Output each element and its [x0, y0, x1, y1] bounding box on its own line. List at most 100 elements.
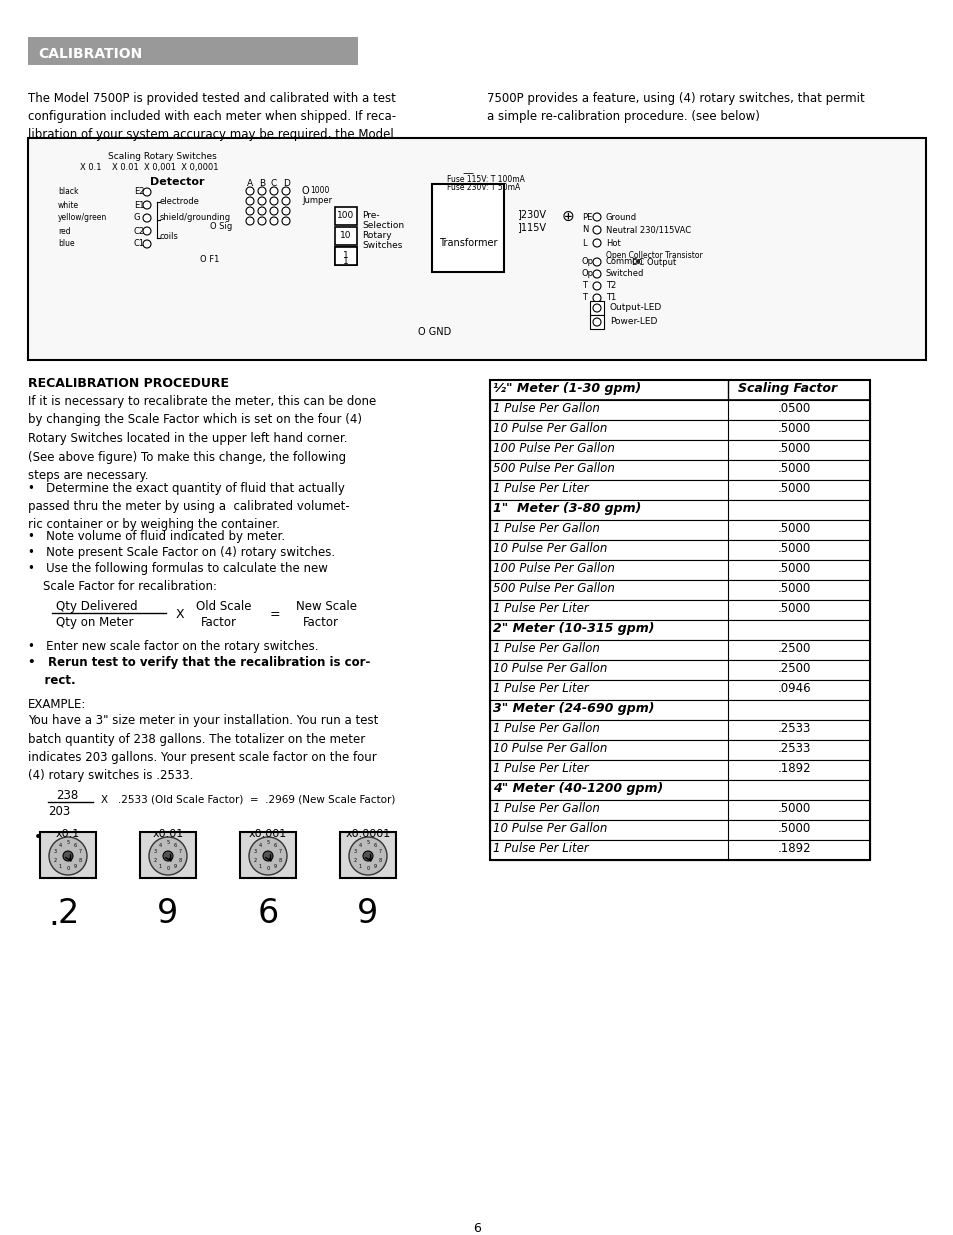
Circle shape [257, 198, 266, 205]
Text: Fuse 115V: T 100mA: Fuse 115V: T 100mA [447, 175, 524, 184]
Text: 2: 2 [54, 857, 57, 862]
Text: Common: Common [605, 258, 643, 267]
Bar [490, 820, 869, 840]
Text: .5000: .5000 [778, 802, 810, 815]
Text: ⊕: ⊕ [561, 209, 574, 224]
Text: 8: 8 [79, 857, 82, 862]
Bar [490, 840, 869, 860]
Text: 1 Pulse Per Liter: 1 Pulse Per Liter [493, 842, 588, 855]
Text: RECALIBRATION PROCEDURE: RECALIBRATION PROCEDURE [28, 377, 229, 390]
Text: 10 Pulse Per Gallon: 10 Pulse Per Gallon [493, 823, 607, 835]
Text: T: T [581, 282, 586, 290]
Bar [490, 520, 869, 540]
Text: •: • [34, 830, 42, 844]
Text: O GND: O GND [417, 327, 451, 337]
Text: 3: 3 [253, 850, 257, 855]
Text: 238: 238 [56, 789, 78, 802]
Text: 9: 9 [74, 864, 77, 869]
Circle shape [149, 837, 187, 876]
Text: 4: 4 [358, 844, 361, 848]
Bar [490, 640, 869, 659]
Text: T1: T1 [605, 294, 616, 303]
Text: —: — [462, 168, 473, 178]
Text: 1 Pulse Per Liter: 1 Pulse Per Liter [493, 601, 588, 615]
Text: 9: 9 [357, 897, 378, 930]
Circle shape [593, 270, 600, 278]
Circle shape [143, 240, 151, 248]
Text: L: L [581, 238, 586, 247]
Bar [490, 680, 869, 700]
Bar [490, 720, 869, 740]
Text: X: X [175, 608, 185, 621]
Text: •   Enter new scale factor on the rotary switches.: • Enter new scale factor on the rotary s… [28, 640, 318, 653]
Text: 9: 9 [174, 864, 177, 869]
Text: 3: 3 [54, 850, 57, 855]
Text: Open Collector Transistor: Open Collector Transistor [605, 251, 702, 261]
Text: .5000: .5000 [778, 823, 810, 835]
Text: •   Determine the exact quantity of fluid that actually
passed thru the meter by: • Determine the exact quantity of fluid … [28, 482, 350, 531]
Bar [28, 138, 925, 359]
Text: Transformer: Transformer [438, 238, 497, 248]
Text: 100 Pulse Per Gallon: 100 Pulse Per Gallon [493, 442, 615, 454]
Text: 1: 1 [343, 257, 349, 266]
Bar [490, 559, 869, 580]
Text: .5000: .5000 [778, 462, 810, 475]
Text: 8: 8 [378, 857, 381, 862]
Text: black: black [58, 188, 78, 196]
Text: Ground: Ground [605, 212, 637, 221]
Text: x0.0001: x0.0001 [345, 829, 390, 839]
Text: •   Use the following formulas to calculate the new
    Scale Factor for recalib: • Use the following formulas to calculat… [28, 562, 328, 593]
Circle shape [593, 226, 600, 233]
Text: 5: 5 [166, 841, 170, 846]
Bar [490, 740, 869, 760]
Text: G: G [133, 214, 140, 222]
Circle shape [246, 186, 253, 195]
Bar [432, 184, 503, 272]
Text: 7: 7 [278, 850, 282, 855]
Text: O F1: O F1 [200, 254, 219, 264]
Text: E1: E1 [133, 200, 144, 210]
Text: 500 Pulse Per Gallon: 500 Pulse Per Gallon [493, 582, 615, 595]
Text: •   Note volume of fluid indicated by meter.: • Note volume of fluid indicated by mete… [28, 530, 285, 543]
Bar [490, 380, 869, 860]
Circle shape [143, 201, 151, 209]
Text: If it is necessary to recalibrate the meter, this can be done
by changing the Sc: If it is necessary to recalibrate the me… [28, 395, 375, 482]
Text: The Model 7500P is provided tested and calibrated with a test
configuration incl: The Model 7500P is provided tested and c… [28, 91, 395, 141]
Text: Op: Op [581, 258, 594, 267]
Text: 9: 9 [157, 897, 178, 930]
Text: 7: 7 [79, 850, 82, 855]
FancyBboxPatch shape [339, 832, 395, 878]
Bar [28, 37, 357, 65]
Text: 5: 5 [366, 841, 369, 846]
Text: Selection: Selection [361, 221, 404, 230]
Text: .5000: .5000 [778, 442, 810, 454]
Circle shape [593, 212, 600, 221]
Text: .5000: .5000 [778, 601, 810, 615]
Text: 0: 0 [366, 867, 369, 872]
Text: •   Rerun test to verify that the recalibration is cor-
    rect.: • Rerun test to verify that the recalibr… [28, 656, 370, 687]
Text: 10 Pulse Per Gallon: 10 Pulse Per Gallon [493, 742, 607, 755]
Text: 10 Pulse Per Gallon: 10 Pulse Per Gallon [493, 422, 607, 435]
Text: 2: 2 [57, 897, 78, 930]
Text: C: C [271, 179, 277, 188]
Text: 2: 2 [354, 857, 356, 862]
Text: .: . [48, 899, 59, 932]
Text: 6: 6 [473, 1221, 480, 1235]
Text: .5000: .5000 [778, 562, 810, 576]
Text: 8: 8 [278, 857, 282, 862]
Text: Output-LED: Output-LED [609, 304, 661, 312]
Text: 7: 7 [178, 850, 182, 855]
Text: 100 Pulse Per Gallon: 100 Pulse Per Gallon [493, 562, 615, 576]
Text: x0.1: x0.1 [56, 829, 80, 839]
Text: 10 Pulse Per Gallon: 10 Pulse Per Gallon [493, 542, 607, 555]
Bar [490, 540, 869, 559]
Text: 6: 6 [74, 844, 77, 848]
Text: 1 Pulse Per Gallon: 1 Pulse Per Gallon [493, 722, 599, 735]
Bar [490, 459, 869, 480]
Circle shape [270, 207, 277, 215]
Text: 500 Pulse Per Gallon: 500 Pulse Per Gallon [493, 462, 615, 475]
Text: Qty on Meter: Qty on Meter [56, 616, 133, 629]
Text: Power-LED: Power-LED [609, 317, 657, 326]
Text: T: T [581, 294, 586, 303]
Text: DC Output: DC Output [631, 258, 676, 267]
